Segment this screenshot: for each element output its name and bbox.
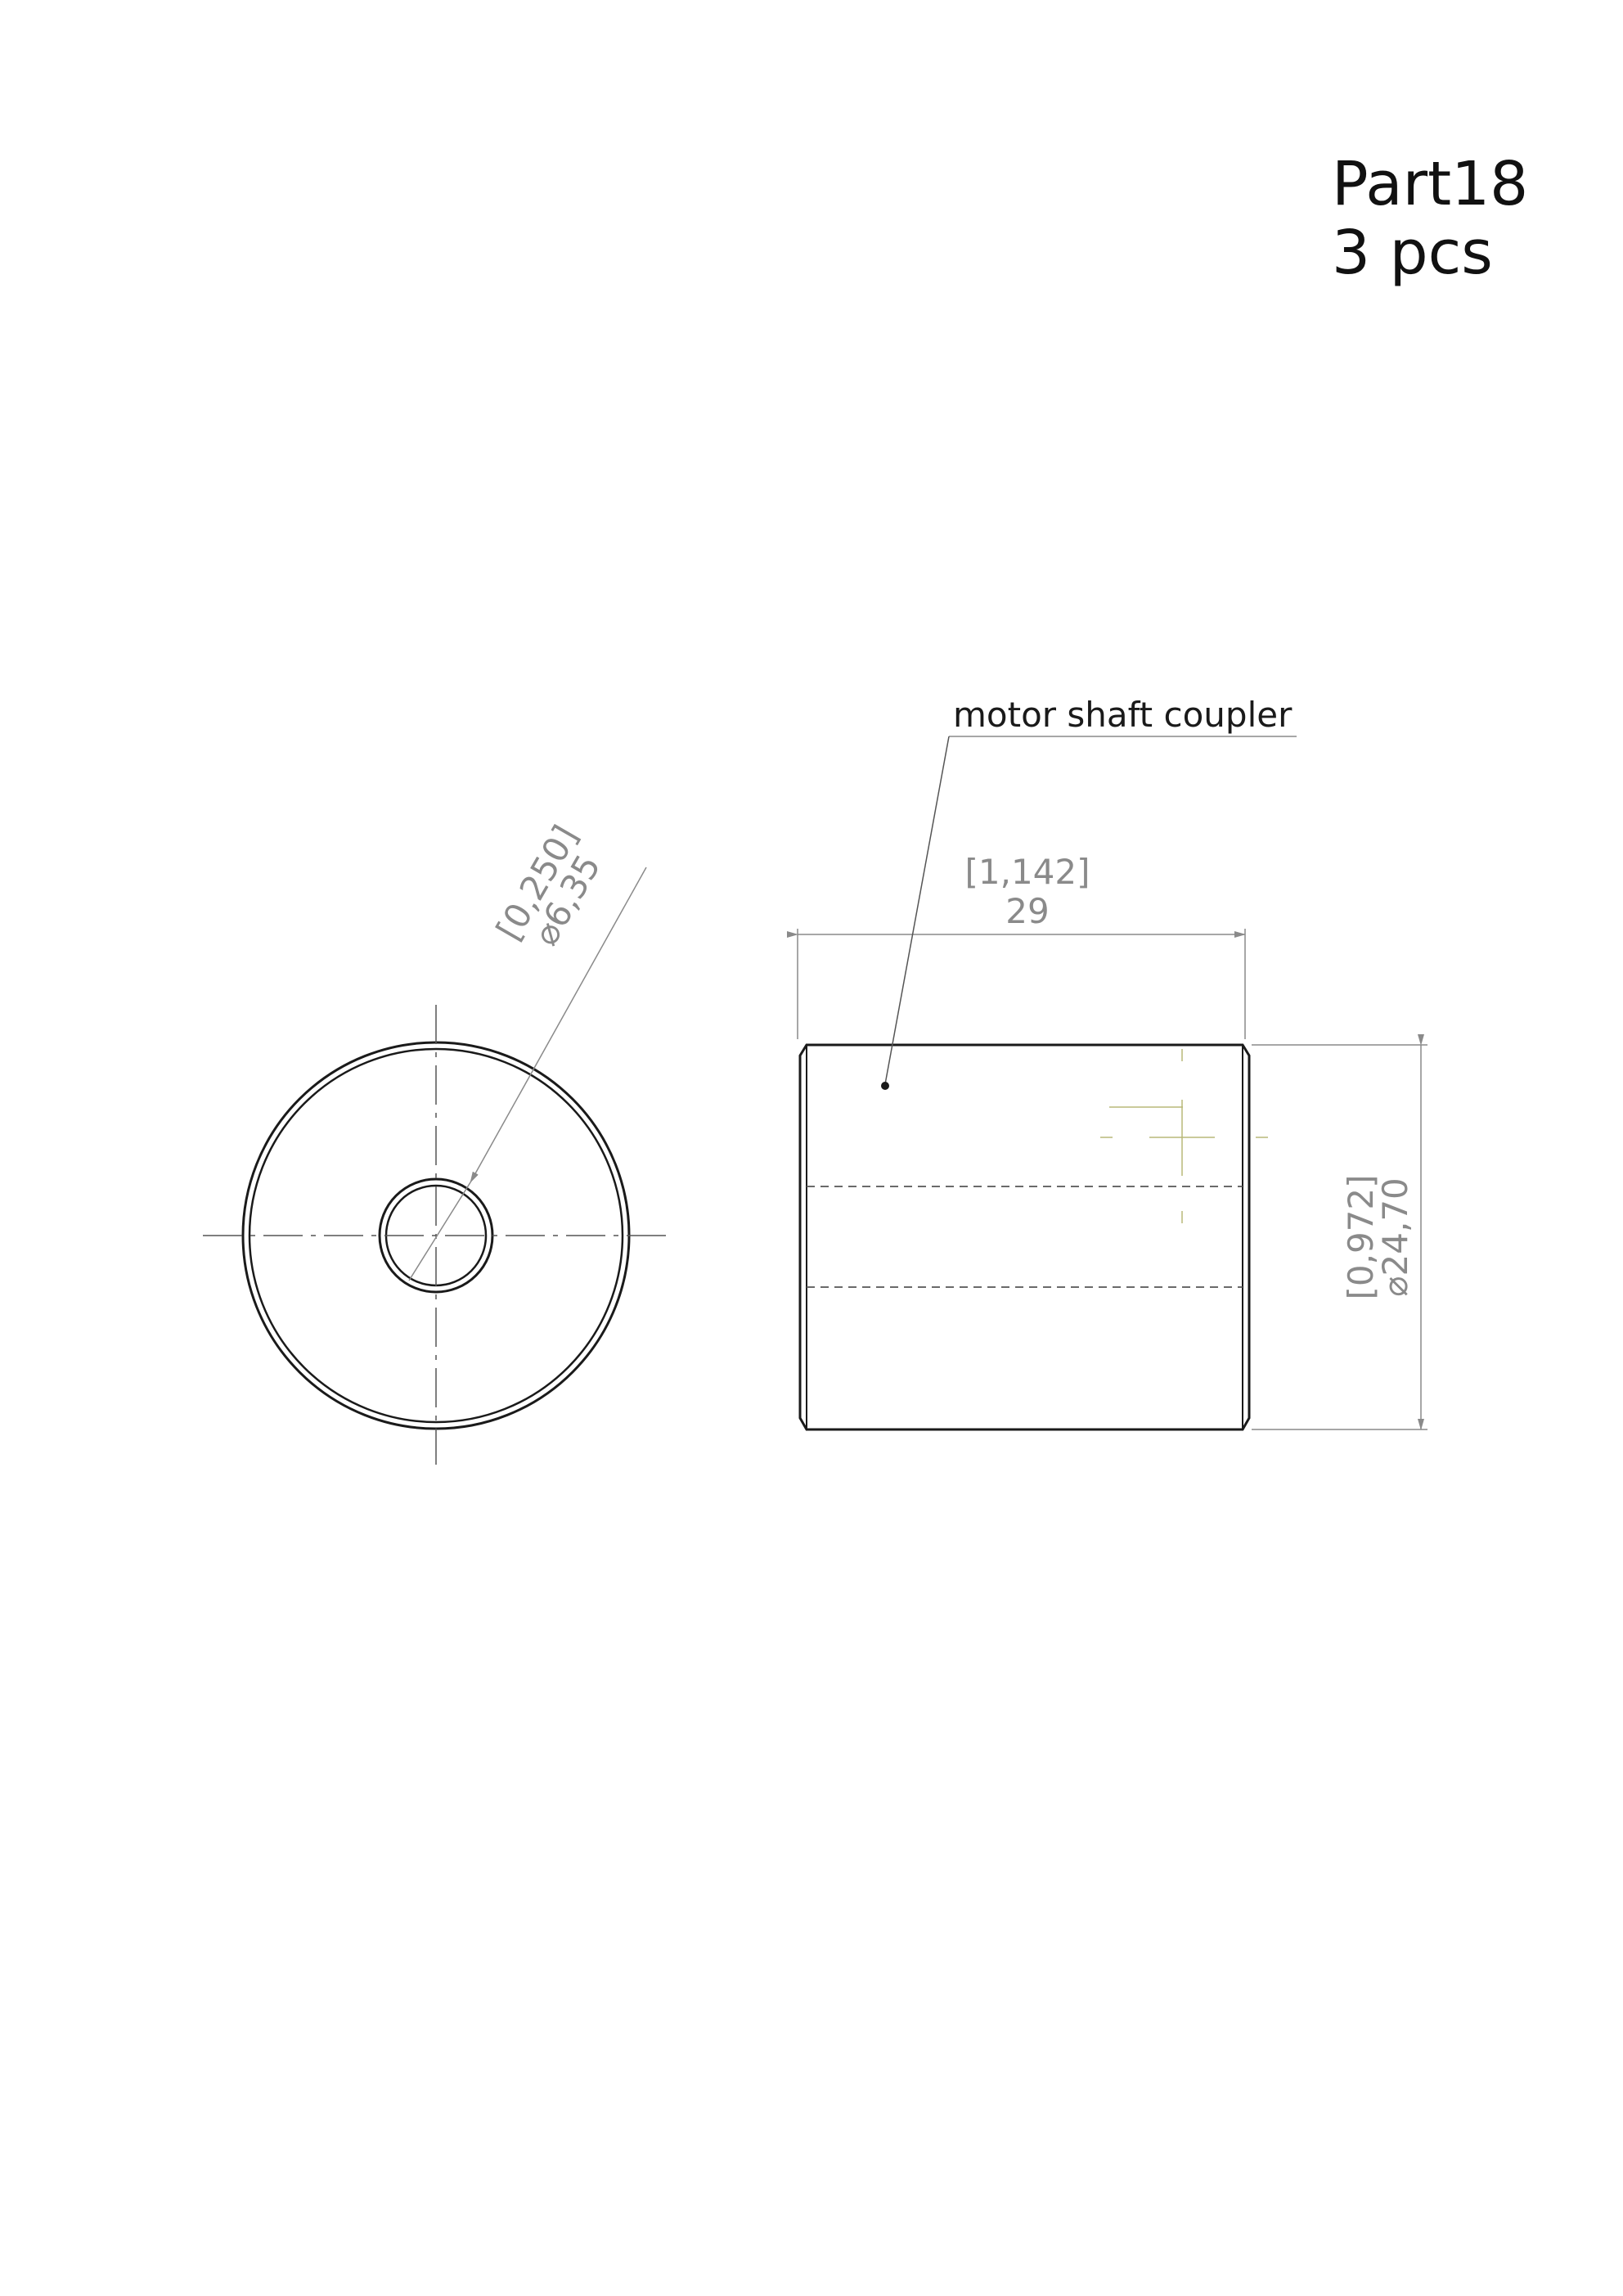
length-dimension-imperial: [1,142]: [964, 852, 1090, 892]
diameter-dimension-metric: ⌀24,70: [1375, 1177, 1415, 1297]
bore-dimension-leader: [408, 1182, 471, 1281]
diameter-dimension-imperial: [0,972]: [1341, 1174, 1381, 1299]
part-quantity: 3 pcs: [1332, 218, 1493, 288]
side-view: [1,142] 29 [0,972] ⌀24,70 motor shaft co…: [787, 695, 1427, 1431]
title-block: Part18 3 pcs: [1332, 150, 1528, 287]
outer-chamfer-circle: [248, 1047, 624, 1424]
bore-dimension-leader-arrow: [470, 867, 647, 1183]
note-text: motor shaft coupler: [953, 695, 1293, 735]
part-name: Part18: [1332, 149, 1529, 219]
origin-marker: [1100, 1049, 1268, 1223]
note-leader-dot: [881, 1082, 889, 1090]
length-dimension-metric: 29: [1005, 891, 1049, 931]
front-view: [0,250] ⌀6,35: [203, 818, 669, 1465]
note-leader-line: [884, 736, 950, 1085]
